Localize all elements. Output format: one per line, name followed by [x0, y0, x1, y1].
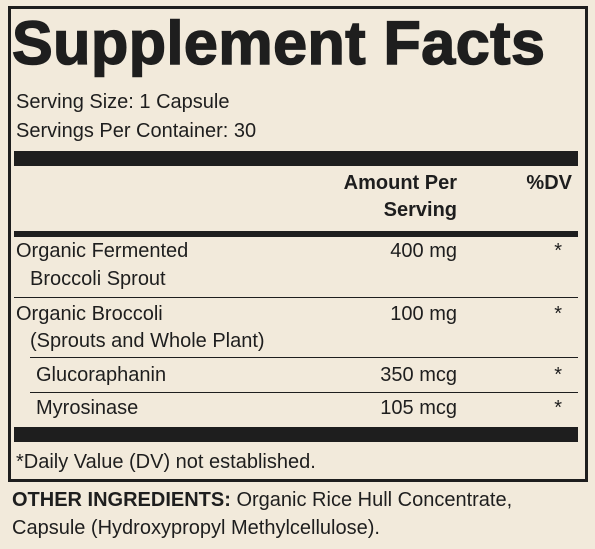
header-amount-line: Amount Per — [343, 172, 457, 194]
other-ingredients-label: OTHER INGREDIENTS: — [12, 489, 231, 511]
row-rule — [14, 297, 578, 298]
header-dv: %DV — [526, 172, 572, 194]
header-amount-line: Serving — [383, 199, 457, 221]
row-dv: * — [554, 364, 562, 386]
servings-per-container: Servings Per Container: 30 — [16, 120, 257, 142]
row-dv: * — [554, 303, 562, 325]
row-dv: * — [554, 397, 562, 419]
label-border — [8, 6, 588, 482]
thick-bar — [14, 427, 578, 442]
other-ingredients-text: Organic Rice Hull Concentrate, — [236, 489, 513, 511]
row-name: Broccoli Sprout — [30, 268, 166, 290]
thick-bar — [14, 151, 578, 166]
row-rule — [30, 392, 578, 393]
row-name: Organic Fermented — [16, 240, 189, 262]
medium-bar — [14, 231, 578, 237]
row-amount: 400 mg — [390, 240, 457, 262]
row-name: Myrosinase — [36, 397, 139, 419]
row-dv: * — [554, 240, 562, 262]
row-amount: 100 mg — [390, 303, 457, 325]
other-ingredients-text: Capsule (Hydroxypropyl Methylcellulose). — [12, 517, 380, 539]
footnote: *Daily Value (DV) not established. — [16, 451, 316, 473]
title: Supplement Facts — [11, 8, 546, 78]
row-amount: 105 mcg — [380, 397, 457, 419]
row-name: (Sprouts and Whole Plant) — [30, 330, 265, 352]
row-name: Organic Broccoli — [16, 303, 163, 325]
other-ingredients-line: OTHER INGREDIENTS: Organic Rice Hull Con… — [12, 486, 512, 514]
row-amount: 350 mcg — [380, 364, 457, 386]
serving-size: Serving Size: 1 Capsule — [16, 91, 230, 113]
row-name: Glucoraphanin — [36, 364, 167, 386]
row-rule — [30, 357, 578, 358]
